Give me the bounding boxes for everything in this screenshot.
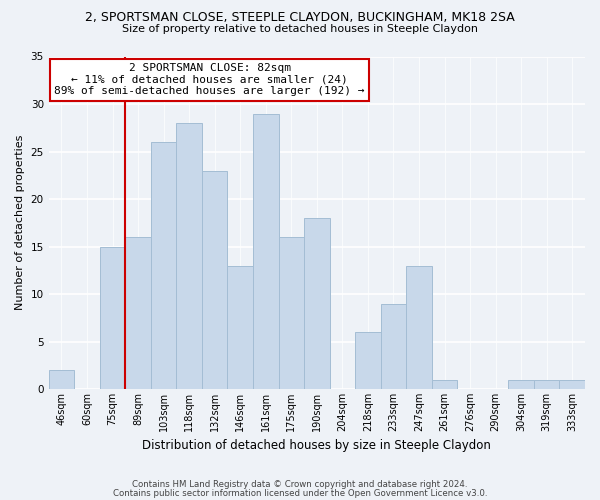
Bar <box>125 237 151 389</box>
Bar <box>304 218 329 389</box>
Bar <box>176 123 202 389</box>
X-axis label: Distribution of detached houses by size in Steeple Claydon: Distribution of detached houses by size … <box>142 440 491 452</box>
Bar <box>534 380 559 389</box>
Bar <box>253 114 278 389</box>
Bar <box>151 142 176 389</box>
Bar <box>227 266 253 389</box>
Bar <box>49 370 74 389</box>
Bar <box>559 380 585 389</box>
Bar <box>432 380 457 389</box>
Y-axis label: Number of detached properties: Number of detached properties <box>15 135 25 310</box>
Bar <box>380 304 406 389</box>
Text: Size of property relative to detached houses in Steeple Claydon: Size of property relative to detached ho… <box>122 24 478 34</box>
Bar <box>278 237 304 389</box>
Bar <box>100 246 125 389</box>
Text: Contains public sector information licensed under the Open Government Licence v3: Contains public sector information licen… <box>113 488 487 498</box>
Bar <box>406 266 432 389</box>
Bar <box>508 380 534 389</box>
Bar <box>202 170 227 389</box>
Bar <box>355 332 380 389</box>
Text: 2, SPORTSMAN CLOSE, STEEPLE CLAYDON, BUCKINGHAM, MK18 2SA: 2, SPORTSMAN CLOSE, STEEPLE CLAYDON, BUC… <box>85 11 515 24</box>
Text: Contains HM Land Registry data © Crown copyright and database right 2024.: Contains HM Land Registry data © Crown c… <box>132 480 468 489</box>
Text: 2 SPORTSMAN CLOSE: 82sqm
← 11% of detached houses are smaller (24)
89% of semi-d: 2 SPORTSMAN CLOSE: 82sqm ← 11% of detach… <box>55 63 365 96</box>
